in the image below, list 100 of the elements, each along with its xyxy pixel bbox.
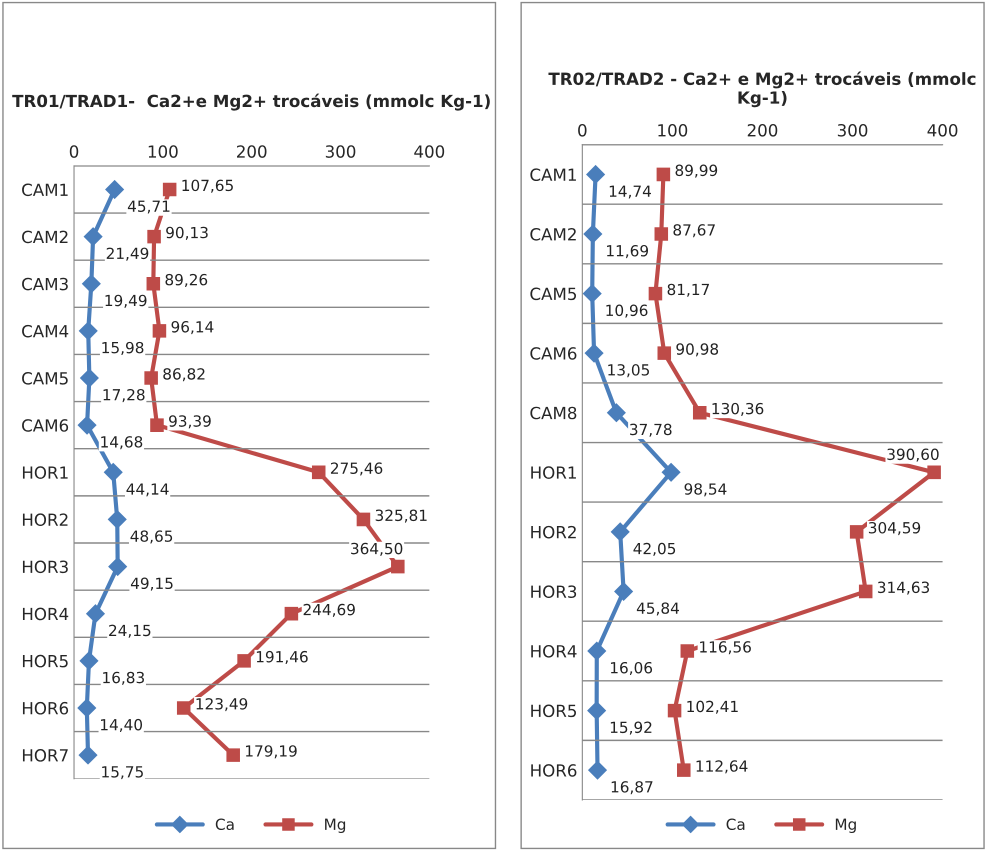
data-label: 13,05	[608, 364, 649, 378]
point	[584, 224, 602, 244]
data-label: 112,64	[696, 760, 748, 774]
data-label: 87,67	[673, 224, 715, 238]
data-label: 11,69	[607, 244, 648, 258]
legend-label: Ca	[726, 818, 744, 830]
point	[86, 604, 105, 624]
data-label: 90,98	[676, 343, 718, 356]
point	[162, 182, 176, 196]
point	[82, 274, 101, 294]
data-label: 14,74	[610, 186, 651, 198]
legend-label: Ca	[216, 818, 234, 830]
data-label: 325,81	[376, 510, 427, 523]
y-tick-label: HOR1	[531, 466, 576, 479]
y-tick-label: CAM5	[530, 288, 576, 300]
data-label: 17,28	[104, 388, 145, 402]
point	[77, 698, 96, 718]
data-label: 16,06	[610, 662, 652, 676]
data-label: 15,98	[102, 342, 144, 355]
y-tick-label: CAM3	[22, 278, 68, 290]
data-label: 81,17	[668, 284, 709, 297]
data-label: 275,46	[330, 462, 382, 476]
data-label: 15,92	[610, 722, 652, 735]
x-tick-label: 300	[326, 145, 356, 158]
point	[78, 416, 96, 435]
point	[858, 584, 872, 598]
point	[84, 227, 102, 246]
point	[312, 466, 326, 480]
y-tick-label: HOR2	[22, 513, 68, 526]
y-tick-label: CAM1	[530, 168, 576, 182]
point	[226, 748, 240, 762]
data-label: 179,19	[246, 745, 297, 758]
point	[850, 525, 864, 539]
y-tick-label: CAM2	[22, 230, 68, 244]
y-tick-label: HOR4	[531, 644, 577, 658]
data-label: 123,49	[196, 698, 248, 712]
data-label: 16,83	[103, 672, 144, 685]
point	[658, 346, 672, 360]
data-label: 15,75	[102, 766, 143, 780]
y-tick-label: CAM6	[530, 347, 576, 360]
point	[237, 654, 251, 668]
point	[105, 180, 124, 199]
x-tick-label: 400	[927, 124, 958, 137]
point	[80, 368, 99, 388]
data-label: 314,63	[878, 582, 930, 595]
point	[662, 462, 680, 482]
chart-title: TR01/TRAD1- Ca2+e Mg2+ trocáveis (mmolc Kg-1)	[12, 94, 490, 111]
point	[152, 324, 166, 338]
y-tick-label: HOR1	[22, 466, 68, 479]
data-label: 93,39	[169, 415, 211, 428]
data-label: 89,99	[676, 164, 718, 178]
y-tick-label: HOR3	[22, 560, 68, 574]
y-tick-label: CAM5	[22, 372, 68, 385]
y-tick-label: CAM8	[530, 406, 576, 420]
x-tick-label: 100	[658, 124, 688, 137]
point	[80, 651, 98, 670]
point	[654, 227, 668, 241]
x-tick-label: 400	[414, 145, 444, 158]
data-label: 21,49	[106, 248, 148, 261]
point	[144, 371, 158, 385]
data-label: 48,65	[130, 530, 172, 544]
data-label: 102,41	[687, 700, 738, 714]
point	[610, 522, 630, 542]
point	[927, 466, 941, 480]
point	[391, 560, 405, 574]
y-tick-label: HOR6	[22, 702, 68, 715]
y-tick-label: HOR2	[531, 526, 576, 538]
data-label: 304,59	[868, 522, 920, 536]
point	[614, 582, 633, 601]
y-tick-label: HOR3	[531, 585, 576, 598]
point	[356, 512, 370, 526]
y-tick-label: HOR5	[22, 654, 68, 668]
point	[78, 746, 98, 764]
data-label: 130,36	[712, 402, 764, 416]
point	[586, 165, 605, 184]
data-label: 191,46	[256, 650, 308, 664]
y-tick-label: HOR4	[22, 608, 68, 620]
y-tick-label: CAM2	[530, 228, 576, 241]
y-tick-label: CAM6	[22, 419, 68, 432]
data-label: 45,71	[128, 200, 170, 214]
point	[146, 277, 160, 291]
data-label: 49,15	[130, 578, 173, 591]
chart-title: TR02/TRAD2 - Ca2+ e Mg2+ trocáveis (mmolc Kg-1)	[548, 71, 976, 108]
data-label: 14,40	[100, 718, 142, 732]
data-label: 14,68	[101, 436, 142, 450]
data-label: 10,96	[606, 304, 648, 318]
x-tick-label: 200	[237, 145, 266, 158]
x-tick-label: 100	[148, 145, 178, 158]
data-label: 37,78	[630, 424, 672, 437]
point	[587, 701, 606, 720]
data-label: 24,15	[109, 624, 150, 638]
y-tick-label: CAM1	[22, 183, 68, 196]
data-label: 42,05	[633, 542, 676, 556]
data-label: 89,26	[165, 274, 208, 287]
point	[582, 284, 602, 303]
point	[668, 704, 682, 718]
data-label: 107,65	[182, 180, 233, 193]
data-label: 364,50	[351, 542, 402, 556]
point	[680, 644, 694, 658]
x-tick-label: 200	[748, 124, 778, 137]
